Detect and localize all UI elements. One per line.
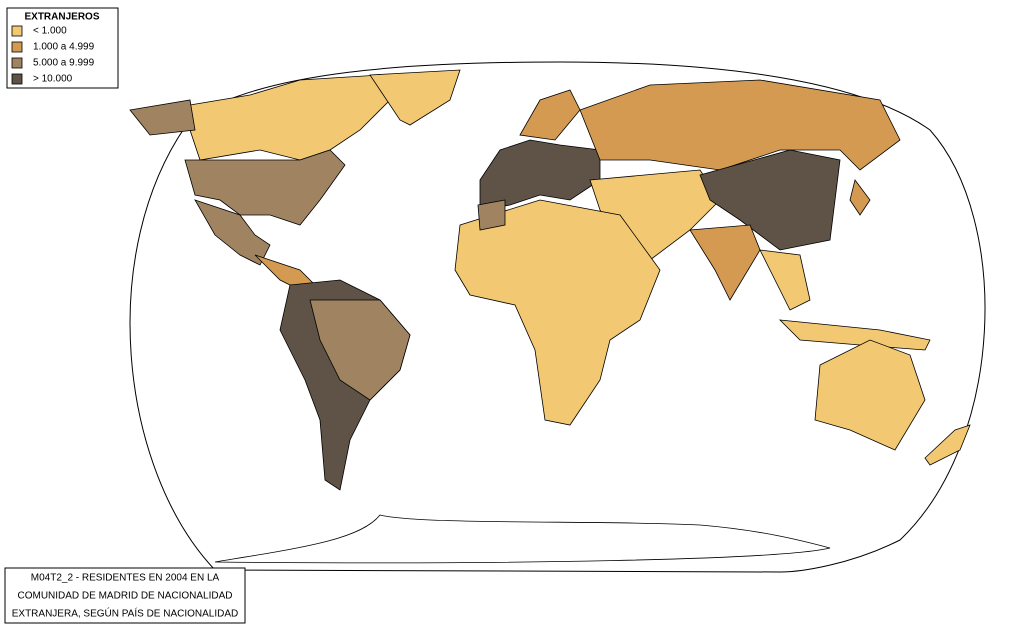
world-map <box>129 61 986 573</box>
legend: EXTRANJEROS < 1.000 1.000 a 4.999 5.000 a … <box>6 7 119 89</box>
legend-title: EXTRANJEROS <box>24 12 99 23</box>
alaska <box>129 99 196 136</box>
caption-line: COMUNIDAD DE MADRID DE NACIONALIDAD <box>17 591 232 602</box>
legend-swatch <box>11 25 23 37</box>
greenland <box>369 69 461 126</box>
legend-swatch <box>11 41 23 53</box>
scandinavia <box>519 89 581 141</box>
legend-label: < 1.000 <box>33 26 67 37</box>
india <box>689 224 761 301</box>
legend-swatch <box>11 57 23 69</box>
caption-line: M04T2_2 - RESIDENTES EN 2004 EN LA <box>31 573 220 584</box>
africa <box>454 199 661 426</box>
legend-label: 1.000 a 4.999 <box>33 42 95 53</box>
caption-lines: M04T2_2 - RESIDENTES EN 2004 EN LA COMUNI… <box>12 573 239 620</box>
japan <box>849 179 871 216</box>
caption: M04T2_2 - RESIDENTES EN 2004 EN LA COMUNI… <box>4 567 246 624</box>
legend-swatch <box>11 73 23 85</box>
mexico <box>194 199 271 266</box>
new-zealand <box>924 424 971 466</box>
legend-items: < 1.000 1.000 a 4.999 5.000 a 9.999 > 10.00… <box>11 25 95 85</box>
southeast-asia <box>759 249 811 311</box>
china <box>699 149 841 251</box>
indonesia <box>778 319 931 351</box>
usa <box>184 149 346 226</box>
legend-box <box>6 7 119 89</box>
caption-box <box>4 567 246 624</box>
russia <box>579 79 901 171</box>
morocco <box>477 199 506 231</box>
caption-line: EXTRANJERA, SEGÚN PAÍS DE NACIONALIDAD <box>12 607 239 620</box>
legend-label: > 10.000 <box>33 74 73 85</box>
legend-label: 5.000 a 9.999 <box>33 58 95 69</box>
australia <box>814 339 926 451</box>
antarctica <box>214 514 831 564</box>
canada <box>189 74 391 161</box>
brazil <box>309 299 411 401</box>
